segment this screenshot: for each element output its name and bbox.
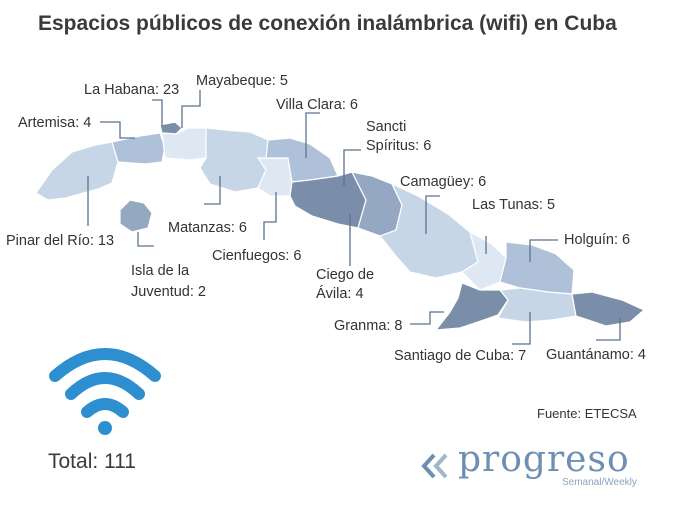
leader-line-mayabeque <box>181 90 201 128</box>
label-sancti-spiritus-line1: Sancti <box>366 119 407 135</box>
leader-line-matanzas <box>204 176 221 205</box>
wifi-dot <box>98 421 112 435</box>
leader-line-guantanamo <box>596 318 621 341</box>
label-holguin: Holguín: 6 <box>564 232 631 248</box>
province-holguin <box>499 241 575 295</box>
province-isla-de-la-juventud <box>119 199 153 233</box>
leader-line-holguin <box>529 239 558 262</box>
label-villa-clara: Villa Clara: 6 <box>276 97 358 113</box>
label-la-habana: La Habana: 23 <box>84 82 180 98</box>
leader-line-artemisa <box>100 121 135 139</box>
province-la-habana <box>159 121 183 135</box>
total-count: Total: 111 <box>48 450 136 473</box>
label-camaguey: Camagüey: 6 <box>400 174 487 190</box>
province-guantanamo <box>571 291 646 327</box>
province-cienfuegos <box>256 157 293 197</box>
province-camaguey <box>379 182 479 279</box>
label-granma: Granma: 8 <box>334 318 403 334</box>
logo-wordmark: progreso <box>458 439 630 480</box>
leader-line-habana <box>152 99 163 126</box>
label-matanzas: Matanzas: 6 <box>168 220 247 236</box>
leader-line-sancti <box>343 149 361 186</box>
label-guantanamo: Guantánamo: 4 <box>546 347 646 363</box>
province-matanzas <box>199 127 269 193</box>
leader-line-santiago <box>512 312 531 345</box>
progreso-logo: progreso Semanal/Weekly <box>420 439 650 495</box>
leader-line-isla <box>137 232 154 247</box>
source-note: Fuente: ETECSA <box>537 406 637 421</box>
leader-lines <box>87 90 621 345</box>
wifi-icon <box>49 348 161 435</box>
logo-subtitle: Semanal/Weekly <box>562 477 637 488</box>
label-sancti-spiritus-line2: Spíritus: 6 <box>366 138 432 154</box>
province-artemisa <box>111 132 166 165</box>
leader-line-camaguey <box>425 195 440 234</box>
leader-line-granma <box>410 311 444 325</box>
map-title: Espacios públicos de conexión inalámbric… <box>38 12 617 35</box>
label-ciego-de-avila-line2: Ávila: 4 <box>316 286 364 302</box>
label-las-tunas: Las Tunas: 5 <box>472 197 556 213</box>
label-isla-juventud-line2: Juventud: 2 <box>131 284 206 300</box>
label-santiago-de-cuba: Santiago de Cuba: 7 <box>394 348 527 364</box>
province-santiago-de-cuba <box>497 287 577 323</box>
leader-line-villa-clara <box>305 112 320 158</box>
wifi-arc-inner <box>81 398 129 418</box>
chevron-logo-icon <box>421 453 448 479</box>
label-pinar-del-rio: Pinar del Río: 13 <box>6 233 115 249</box>
province-las-tunas <box>461 230 507 291</box>
province-pinar-del-rio <box>35 141 119 201</box>
label-ciego-de-avila-line1: Ciego de <box>316 267 375 283</box>
label-mayabeque: Mayabeque: 5 <box>196 73 288 89</box>
wifi-arc-middle <box>65 372 145 400</box>
province-granma <box>434 282 509 331</box>
label-artemisa: Artemisa: 4 <box>18 115 92 131</box>
wifi-arc-outer <box>49 348 161 382</box>
province-sancti-spiritus <box>289 171 367 229</box>
label-cienfuegos: Cienfuegos: 6 <box>212 248 302 264</box>
label-isla-juventud-line1: Isla de la <box>131 263 190 279</box>
leader-line-cienfuegos <box>263 192 277 240</box>
